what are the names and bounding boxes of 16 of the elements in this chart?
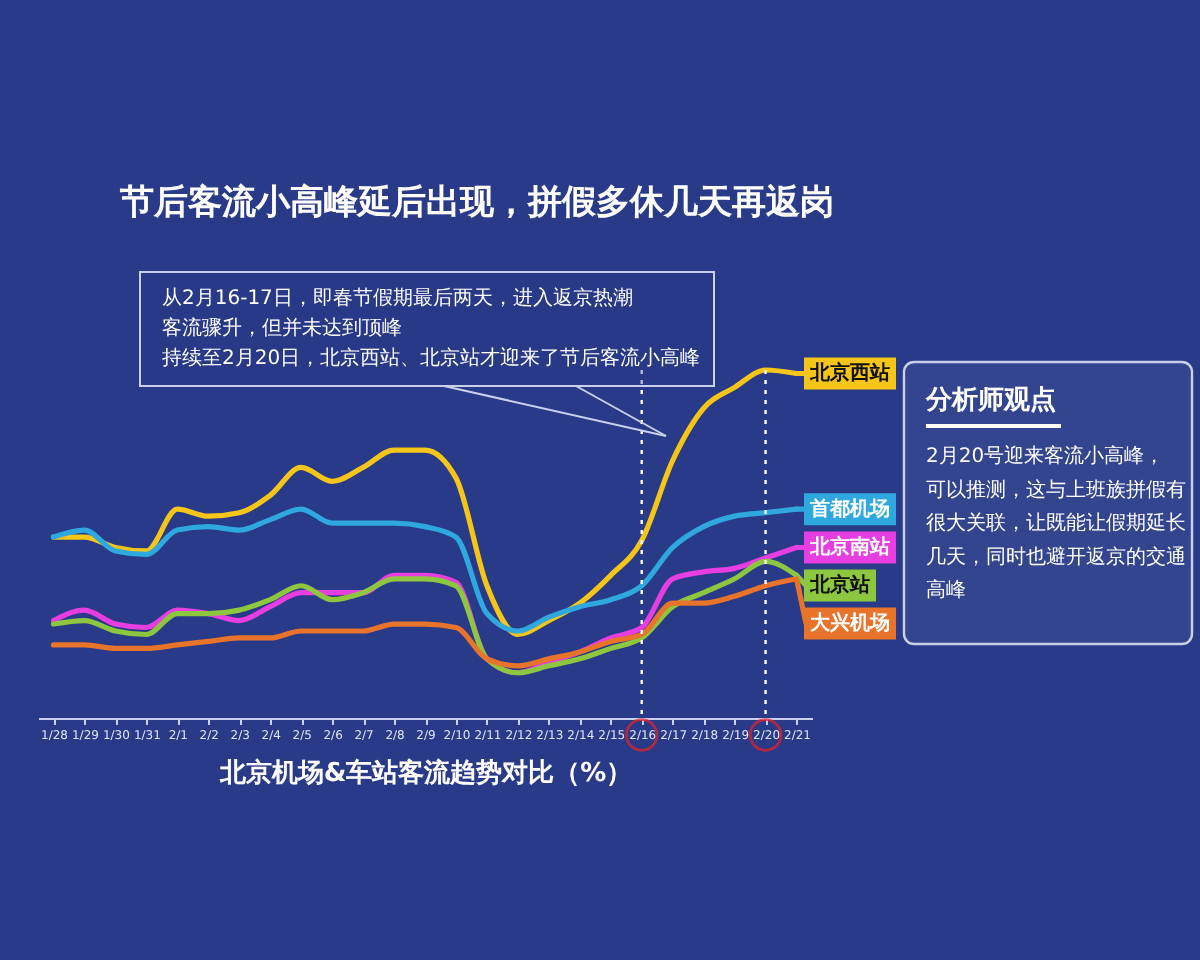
text: 2月20号迎来客流小高峰， bbox=[926, 444, 1165, 468]
legend-label: 北京西站 bbox=[808, 361, 890, 386]
text: 分析师观点 bbox=[924, 384, 1056, 416]
legend-label: 北京南站 bbox=[808, 535, 890, 560]
text: 可以推测，这与上班族拼假有 bbox=[926, 477, 1186, 502]
x-axis-title: 北京机场&车站客流趋势对比（%） bbox=[217, 757, 633, 789]
legend-label: 首都机场 bbox=[808, 497, 890, 522]
annotation: 持续至2月20日，北京西站、北京站才迎来了节后客流小高峰 bbox=[162, 346, 701, 370]
text: 客流骤升，但并未达到顶峰 bbox=[162, 316, 402, 340]
legend-label: 北京站 bbox=[808, 573, 870, 598]
chart-title: 节后客流小高峰延后出现，拼假多休几天再返岗 bbox=[118, 183, 834, 223]
text: 从2月16-17日，即春节假期最后两天，进入返京热潮 bbox=[162, 286, 633, 310]
series-label: 大兴机场 bbox=[808, 611, 890, 636]
text: 高峰 bbox=[926, 578, 966, 603]
text: 几天，同时也避开返京的交通 bbox=[926, 544, 1186, 569]
text: 很大关联，让既能让假期延长 bbox=[926, 511, 1186, 536]
